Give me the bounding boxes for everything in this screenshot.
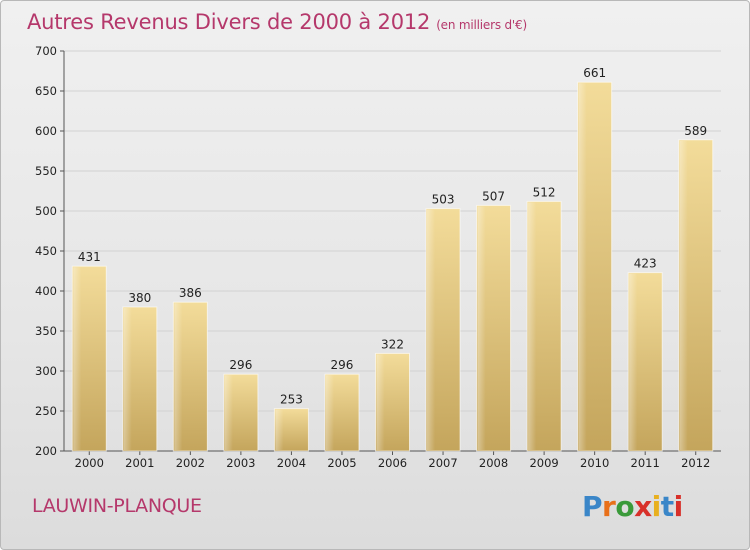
labels: 200 250 300 350 400 450 500 550 600 650 700 2000 431… — [35, 44, 710, 470]
y-tick-label: 650 — [35, 84, 57, 98]
data-label: 507 — [482, 189, 505, 203]
logo-letter: P — [582, 490, 603, 523]
bar-highlight — [679, 140, 688, 451]
data-label: 380 — [128, 291, 151, 305]
logo-letter: x — [634, 490, 652, 523]
y-tick-label: 250 — [35, 404, 57, 418]
x-tick-label: 2012 — [681, 456, 710, 470]
x-tick-label: 2007 — [428, 456, 457, 470]
bar-highlight — [73, 267, 82, 450]
bar-highlight — [578, 83, 587, 450]
y-tick-label: 300 — [35, 364, 57, 378]
y-tick-label: 600 — [35, 124, 57, 138]
bar-highlight — [224, 375, 233, 450]
x-tick-label: 2001 — [125, 456, 154, 470]
x-tick-label: 2002 — [176, 456, 205, 470]
x-tick-label: 2008 — [479, 456, 508, 470]
x-tick-label: 2003 — [226, 456, 255, 470]
logo-letter: r — [602, 490, 616, 523]
proxiti-logo: Proxiti — [582, 490, 683, 523]
x-tick-label: 2009 — [529, 456, 558, 470]
logo-letter: i — [673, 490, 684, 523]
y-tick-label: 550 — [35, 164, 57, 178]
chart-subtitle: (en milliers d'€) — [436, 18, 527, 32]
x-tick-label: 2011 — [631, 456, 660, 470]
bar-highlight — [477, 206, 486, 450]
chart-title: Autres Revenus Divers de 2000 à 2012 (en … — [27, 10, 527, 34]
data-label: 322 — [381, 337, 404, 351]
logo-letter: i — [651, 490, 662, 523]
data-label: 661 — [583, 66, 606, 80]
data-label: 296 — [331, 358, 354, 372]
logo-letter: t — [660, 490, 674, 523]
data-label: 253 — [280, 393, 303, 407]
y-tick-label: 400 — [35, 284, 57, 298]
bar-highlight — [275, 409, 284, 450]
bar-highlight — [528, 202, 537, 450]
y-tick-label: 200 — [35, 444, 57, 458]
bar-highlight — [427, 209, 436, 450]
bar-highlight — [325, 375, 334, 450]
bar-highlight — [376, 354, 385, 450]
data-label: 431 — [78, 250, 101, 264]
data-label: 386 — [179, 286, 202, 300]
x-tick-label: 2006 — [378, 456, 407, 470]
data-label: 423 — [634, 257, 657, 271]
bar-highlight — [629, 273, 638, 450]
data-label: 512 — [533, 185, 556, 199]
y-tick-label: 450 — [35, 244, 57, 258]
data-label: 589 — [684, 124, 707, 138]
x-tick-label: 2010 — [580, 456, 609, 470]
bar-highlight — [123, 308, 132, 450]
x-tick-label: 2000 — [75, 456, 104, 470]
data-label: 296 — [229, 358, 252, 372]
x-tick-label: 2004 — [277, 456, 306, 470]
chart-title-text: Autres Revenus Divers de 2000 à 2012 — [27, 10, 431, 34]
data-label: 503 — [432, 193, 455, 207]
logo-letter: o — [615, 490, 635, 523]
bar-highlight — [174, 303, 183, 450]
commune-name: LAUWIN-PLANQUE — [32, 495, 202, 517]
x-tick-label: 2005 — [327, 456, 356, 470]
y-tick-label: 500 — [35, 204, 57, 218]
bars — [71, 81, 714, 452]
y-tick-label: 350 — [35, 324, 57, 338]
y-tick-label: 700 — [35, 44, 57, 58]
